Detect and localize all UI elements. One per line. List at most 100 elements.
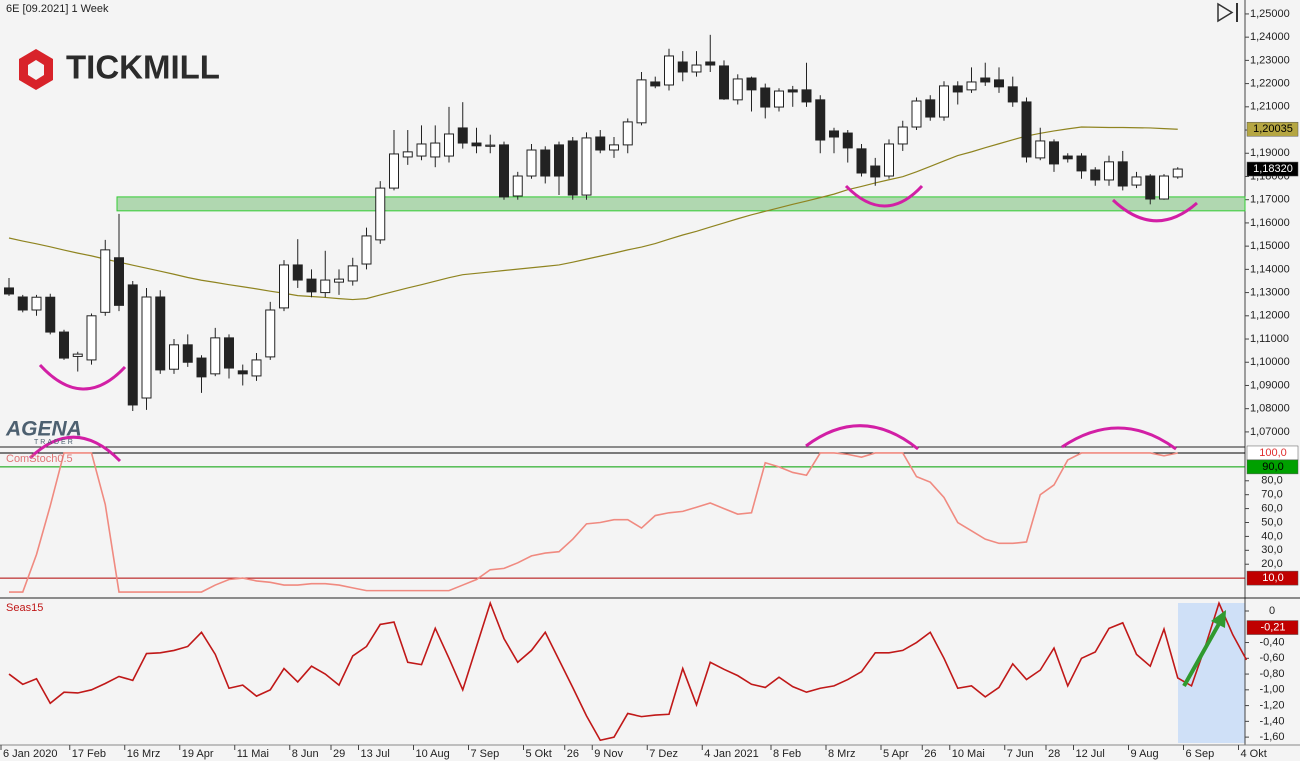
y-tick-label: 50,0 [1261, 516, 1282, 528]
y-tick-label: 30,0 [1261, 544, 1282, 556]
y-tick-label: 60,0 [1261, 503, 1282, 515]
chart-title: 6E [09.2021] 1 Week [6, 3, 109, 15]
y-tick-label: -0,80 [1259, 668, 1284, 680]
arc [805, 424, 919, 451]
y-tick-label: 70,0 [1261, 489, 1282, 501]
candle-body [1172, 168, 1183, 178]
candle-body [829, 130, 839, 138]
x-tick-label: 10 Mai [952, 748, 985, 760]
candle-body [1159, 175, 1169, 200]
candle-body [939, 85, 949, 118]
candle-body [1062, 155, 1073, 160]
y-tick-label: 1,10000 [1250, 356, 1290, 368]
annotations: TICKMILL AGENA TRADER 6E [09.2021] 1 Wee… [5, 2, 1238, 687]
candle-body [237, 370, 248, 375]
candle-body [375, 187, 386, 241]
y-tick-label: -1,00 [1259, 684, 1284, 696]
candle-body [801, 89, 812, 103]
arc [1061, 426, 1177, 451]
x-tick-label: 5 Okt [526, 748, 552, 760]
candle-body [664, 55, 674, 86]
candle-body [320, 279, 331, 294]
candle-body [966, 81, 977, 91]
candle-body [994, 79, 1004, 88]
candle-body [1021, 101, 1032, 158]
candle-body [856, 148, 867, 174]
candle-body [1145, 175, 1156, 200]
y-tick-label: -0,40 [1259, 636, 1284, 648]
candle-body [884, 143, 894, 177]
value-box-label: 100,0 [1259, 447, 1287, 459]
y-tick-label: -0,60 [1259, 652, 1284, 664]
y-tick-label: 1,15000 [1250, 240, 1290, 252]
candle-body [224, 337, 234, 369]
value-box [1246, 121, 1299, 137]
y-tick-label: 1,12000 [1250, 310, 1290, 322]
x-tick-label: 7 Jun [1007, 748, 1034, 760]
candle-body [72, 353, 83, 357]
candle-body [251, 359, 262, 377]
candle-body [1076, 155, 1087, 172]
candle-body [732, 78, 743, 101]
candle-body [815, 99, 826, 141]
candle-body [279, 264, 289, 309]
candle-body [265, 309, 276, 358]
candle-body [457, 127, 468, 144]
candle-body [389, 153, 399, 189]
candle-body [705, 61, 716, 66]
arc [844, 184, 924, 208]
candle-body [842, 132, 853, 149]
y-tick-label: 1,09000 [1250, 379, 1290, 391]
candle-body [292, 264, 303, 281]
arc [28, 435, 122, 463]
candle-body [1035, 140, 1046, 159]
y-tick-label: 1,14000 [1250, 263, 1290, 275]
value-box [1246, 570, 1299, 586]
candle-body [636, 79, 647, 124]
x-tick-label: 29 [333, 748, 345, 760]
candle-body [911, 100, 922, 128]
x-tick-label: 8 Jun [292, 748, 319, 760]
candle-body [100, 249, 111, 313]
candle-body [182, 344, 193, 363]
candle-body [86, 315, 97, 361]
candle-body [127, 284, 138, 406]
candle-body [1104, 161, 1114, 181]
arc [1111, 198, 1198, 223]
candle-body [1049, 141, 1059, 165]
candle-body [554, 144, 564, 177]
x-tick-label: 4 Jan 2021 [704, 748, 758, 760]
x-tick-label: 7 Dez [649, 748, 678, 760]
candle-body [1117, 161, 1128, 187]
x-tick-label: 26 [924, 748, 936, 760]
candle-body [210, 337, 221, 375]
agena-logo: AGENA [5, 418, 82, 441]
y-tick-label: 1,13000 [1250, 286, 1290, 298]
play-icon[interactable] [1217, 2, 1234, 23]
y-tick-label: 1,11000 [1250, 333, 1289, 345]
panel-title: Seas15 [6, 602, 43, 614]
x-tick-label: 6 Jan 2020 [3, 748, 57, 760]
candle-body [196, 357, 207, 378]
candle-body [650, 81, 661, 87]
panel-title: ComStoch0.5 [6, 453, 73, 465]
x-tick-label: 11 Mai [237, 748, 269, 760]
candle-body [155, 296, 166, 371]
candle-body [609, 144, 619, 151]
x-tick-label: 10 Aug [416, 748, 450, 760]
x-tick-label: 9 Nov [594, 748, 623, 760]
support-zone [116, 196, 1246, 212]
x-tick-label: 17 Feb [72, 748, 106, 760]
x-tick-label: 28 [1048, 748, 1060, 760]
logo-icon-inner [28, 60, 44, 80]
candle-body [4, 287, 14, 295]
x-tick-label: 8 Feb [773, 748, 801, 760]
x-tick-label: 7 Sep [471, 748, 500, 760]
y-tick-label: 1,08000 [1250, 403, 1290, 415]
candle-body [567, 140, 578, 196]
candle-body [595, 136, 606, 151]
candle-body [306, 278, 317, 293]
